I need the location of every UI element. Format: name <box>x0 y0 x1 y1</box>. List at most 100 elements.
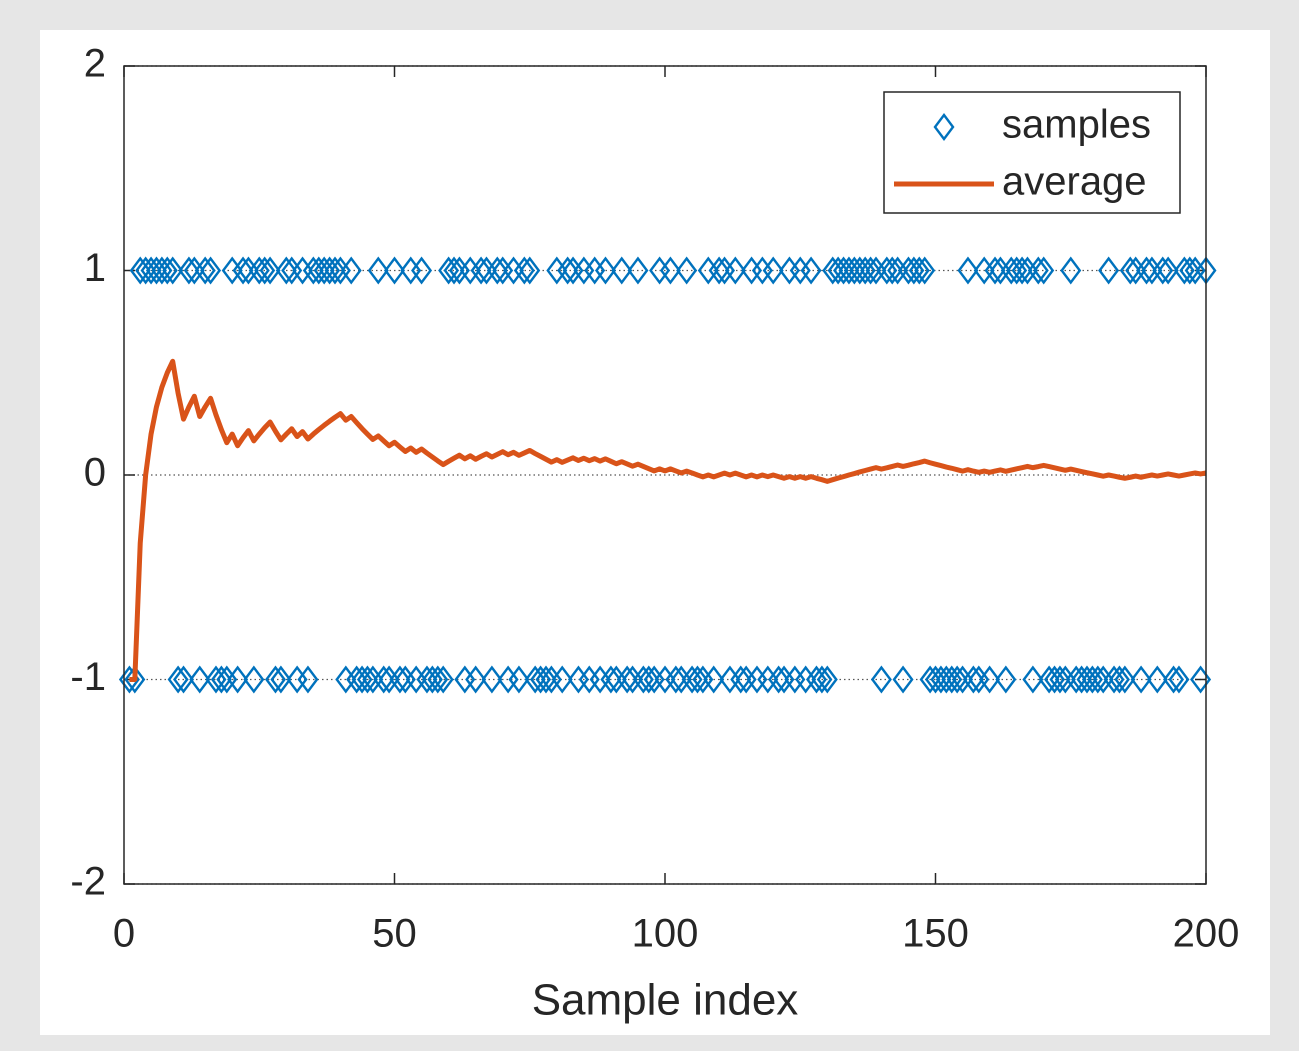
sample-marker <box>508 665 530 694</box>
sample-marker <box>984 256 1006 285</box>
y-tick-label: -1 <box>70 655 106 699</box>
sample-marker <box>340 256 362 285</box>
average-line <box>129 358 1207 682</box>
sample-marker <box>275 256 297 285</box>
sample-marker <box>600 665 622 694</box>
sample-marker <box>1168 665 1190 694</box>
sample-marker <box>356 665 378 694</box>
sample-marker <box>124 665 146 694</box>
sample-marker <box>1027 256 1049 285</box>
sample-marker <box>703 665 725 694</box>
sample-marker <box>768 665 790 694</box>
sample-marker <box>708 256 730 285</box>
sample-marker <box>519 256 541 285</box>
x-axis-label: Sample index <box>532 976 799 1025</box>
sample-marker <box>551 665 573 694</box>
sample-marker <box>1060 256 1082 285</box>
sample-marker <box>384 256 405 285</box>
sample-marker <box>1108 665 1130 694</box>
sample-marker <box>427 665 449 694</box>
sample-marker <box>200 256 222 285</box>
sample-marker <box>957 256 979 285</box>
sample-marker <box>254 256 276 285</box>
sample-marker <box>513 256 535 285</box>
sample-marker <box>616 665 638 694</box>
sample-marker <box>486 256 508 285</box>
sample-marker <box>411 256 433 285</box>
sample-marker <box>1179 256 1201 285</box>
sample-marker <box>189 665 211 694</box>
sample-marker <box>1114 665 1136 694</box>
sample-marker <box>659 256 681 285</box>
sample-marker <box>811 665 833 694</box>
sample-marker <box>167 665 189 694</box>
sample-marker <box>162 256 184 285</box>
sample-marker <box>979 665 1001 694</box>
sample-marker <box>535 665 557 694</box>
y-tick-label: 1 <box>84 246 106 290</box>
x-tick-label: 0 <box>113 912 135 956</box>
sample-marker <box>178 256 200 285</box>
sample-marker <box>665 665 687 694</box>
sample-marker <box>432 665 454 694</box>
sample-marker <box>264 665 286 694</box>
x-tick-label: 150 <box>902 912 969 956</box>
sample-marker <box>210 665 232 694</box>
sample-marker <box>800 256 822 285</box>
plot-box <box>123 65 1207 885</box>
sample-marker <box>686 665 708 694</box>
sample-marker <box>881 256 903 285</box>
x-tick-label: 100 <box>632 912 699 956</box>
x-tick-label: 200 <box>1173 912 1240 956</box>
sample-marker <box>1163 665 1185 694</box>
legend-box <box>883 91 1181 214</box>
sample-marker <box>1152 256 1174 285</box>
sample-marker <box>443 256 465 285</box>
sample-marker <box>367 256 389 285</box>
sample-marker <box>816 665 838 694</box>
sample-marker <box>156 256 178 285</box>
sample-marker <box>1011 256 1033 285</box>
sample-marker <box>557 256 579 285</box>
sample-marker <box>1130 665 1152 694</box>
sample-marker <box>194 256 216 285</box>
sample-marker <box>1087 665 1109 694</box>
sample-marker <box>373 665 395 694</box>
sample-marker <box>1033 256 1055 285</box>
sample-marker <box>995 665 1017 694</box>
sample-marker <box>1022 665 1044 694</box>
y-tick-label: 2 <box>84 42 106 86</box>
sample-marker <box>470 256 492 285</box>
sample-marker <box>870 665 892 694</box>
sample-marker <box>762 256 784 285</box>
sample-marker <box>908 256 930 285</box>
sample-marker <box>297 665 319 694</box>
sample-marker <box>676 256 698 285</box>
y-tick-label: 0 <box>84 451 106 495</box>
sample-marker <box>270 665 292 694</box>
y-tick-label: -2 <box>70 860 106 904</box>
sample-marker <box>232 256 254 285</box>
sample-marker <box>1098 256 1120 285</box>
sample-marker <box>892 665 914 694</box>
sample-marker <box>259 256 281 285</box>
sample-marker <box>1146 665 1168 694</box>
sample-marker <box>1135 256 1157 285</box>
sample-marker <box>173 665 195 694</box>
legend-marker <box>933 113 955 141</box>
legend-label: samples <box>1002 103 1151 147</box>
sample-marker <box>1119 256 1141 285</box>
sample-marker <box>962 665 984 694</box>
sample-marker <box>1049 665 1071 694</box>
sample-marker <box>946 665 968 694</box>
sample-marker <box>227 665 249 694</box>
sample-marker <box>481 665 503 694</box>
sample-marker <box>243 665 265 694</box>
sample-marker <box>1157 256 1179 285</box>
sample-marker <box>914 256 936 285</box>
sample-marker <box>389 665 411 694</box>
sample-marker <box>724 256 746 285</box>
sample-marker <box>638 665 660 694</box>
